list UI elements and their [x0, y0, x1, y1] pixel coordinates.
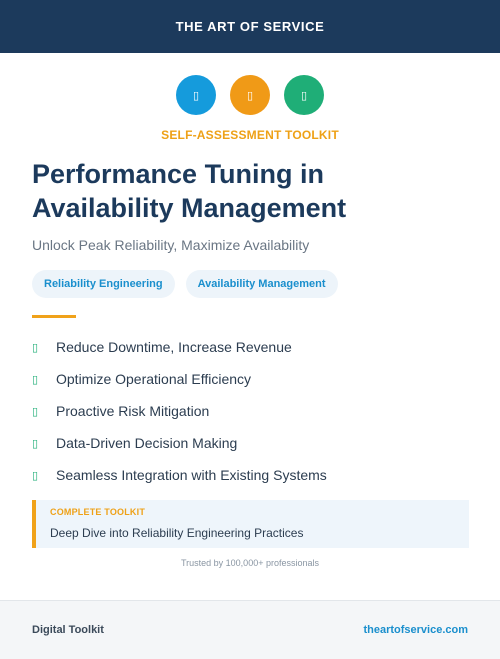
box-glyph: ▯: [192, 88, 200, 102]
tag-reliability-engineering: Reliability Engineering: [32, 270, 175, 298]
feature-item: ▯ Proactive Risk Mitigation: [32, 395, 472, 427]
feature-text: Proactive Risk Mitigation: [56, 403, 210, 419]
feature-text: Reduce Downtime, Increase Revenue: [56, 339, 292, 355]
callout-text: Deep Dive into Reliability Engineering P…: [50, 526, 304, 540]
toolkit-callout: COMPLETE TOOLKIT Deep Dive into Reliabil…: [32, 500, 469, 548]
check-icon: ▯: [32, 340, 39, 354]
callout-kicker: COMPLETE TOOLKIT: [50, 507, 146, 517]
icon-row: ▯ ▯ ▯: [0, 75, 500, 115]
page-subtitle: Unlock Peak Reliability, Maximize Availa…: [32, 237, 310, 253]
box-glyph: ▯: [300, 88, 308, 102]
brand-name: THE ART OF SERVICE: [175, 19, 325, 34]
feature-text: Seamless Integration with Existing Syste…: [56, 467, 327, 483]
trusted-note: Trusted by 100,000+ professionals: [180, 558, 319, 568]
feature-text: Optimize Operational Efficiency: [56, 371, 252, 387]
tag-availability-management: Availability Management: [185, 270, 338, 298]
feature-item: ▯ Reduce Downtime, Increase Revenue: [32, 331, 472, 363]
feature-text: Data-Driven Decision Making: [56, 435, 238, 451]
box-icon: ▯: [230, 75, 270, 115]
footer-link[interactable]: theartofservice.com: [363, 624, 468, 636]
box-glyph: ▯: [246, 88, 254, 102]
check-icon: ▯: [32, 436, 39, 450]
check-icon: ▯: [32, 468, 39, 482]
footer-label: Digital Toolkit: [32, 624, 104, 636]
feature-list: ▯ Reduce Downtime, Increase Revenue ▯ Op…: [32, 331, 472, 491]
header-bar: THE ART OF SERVICE: [0, 0, 500, 53]
footer: Digital Toolkit theartofservice.com: [0, 600, 500, 659]
feature-item: ▯ Seamless Integration with Existing Sys…: [32, 459, 472, 491]
feature-item: ▯ Optimize Operational Efficiency: [32, 363, 472, 395]
feature-item: ▯ Data-Driven Decision Making: [32, 427, 472, 459]
tag-list: Reliability Engineering Availability Man…: [32, 270, 338, 298]
check-icon: ▯: [32, 372, 39, 386]
page-title: Performance Tuning in Availability Manag…: [32, 159, 347, 223]
toolkit-kicker: SELF-ASSESSMENT TOOLKIT: [161, 128, 339, 142]
box-icon: ▯: [284, 75, 324, 115]
accent-divider: [32, 315, 76, 318]
check-icon: ▯: [32, 404, 39, 418]
box-icon: ▯: [176, 75, 216, 115]
